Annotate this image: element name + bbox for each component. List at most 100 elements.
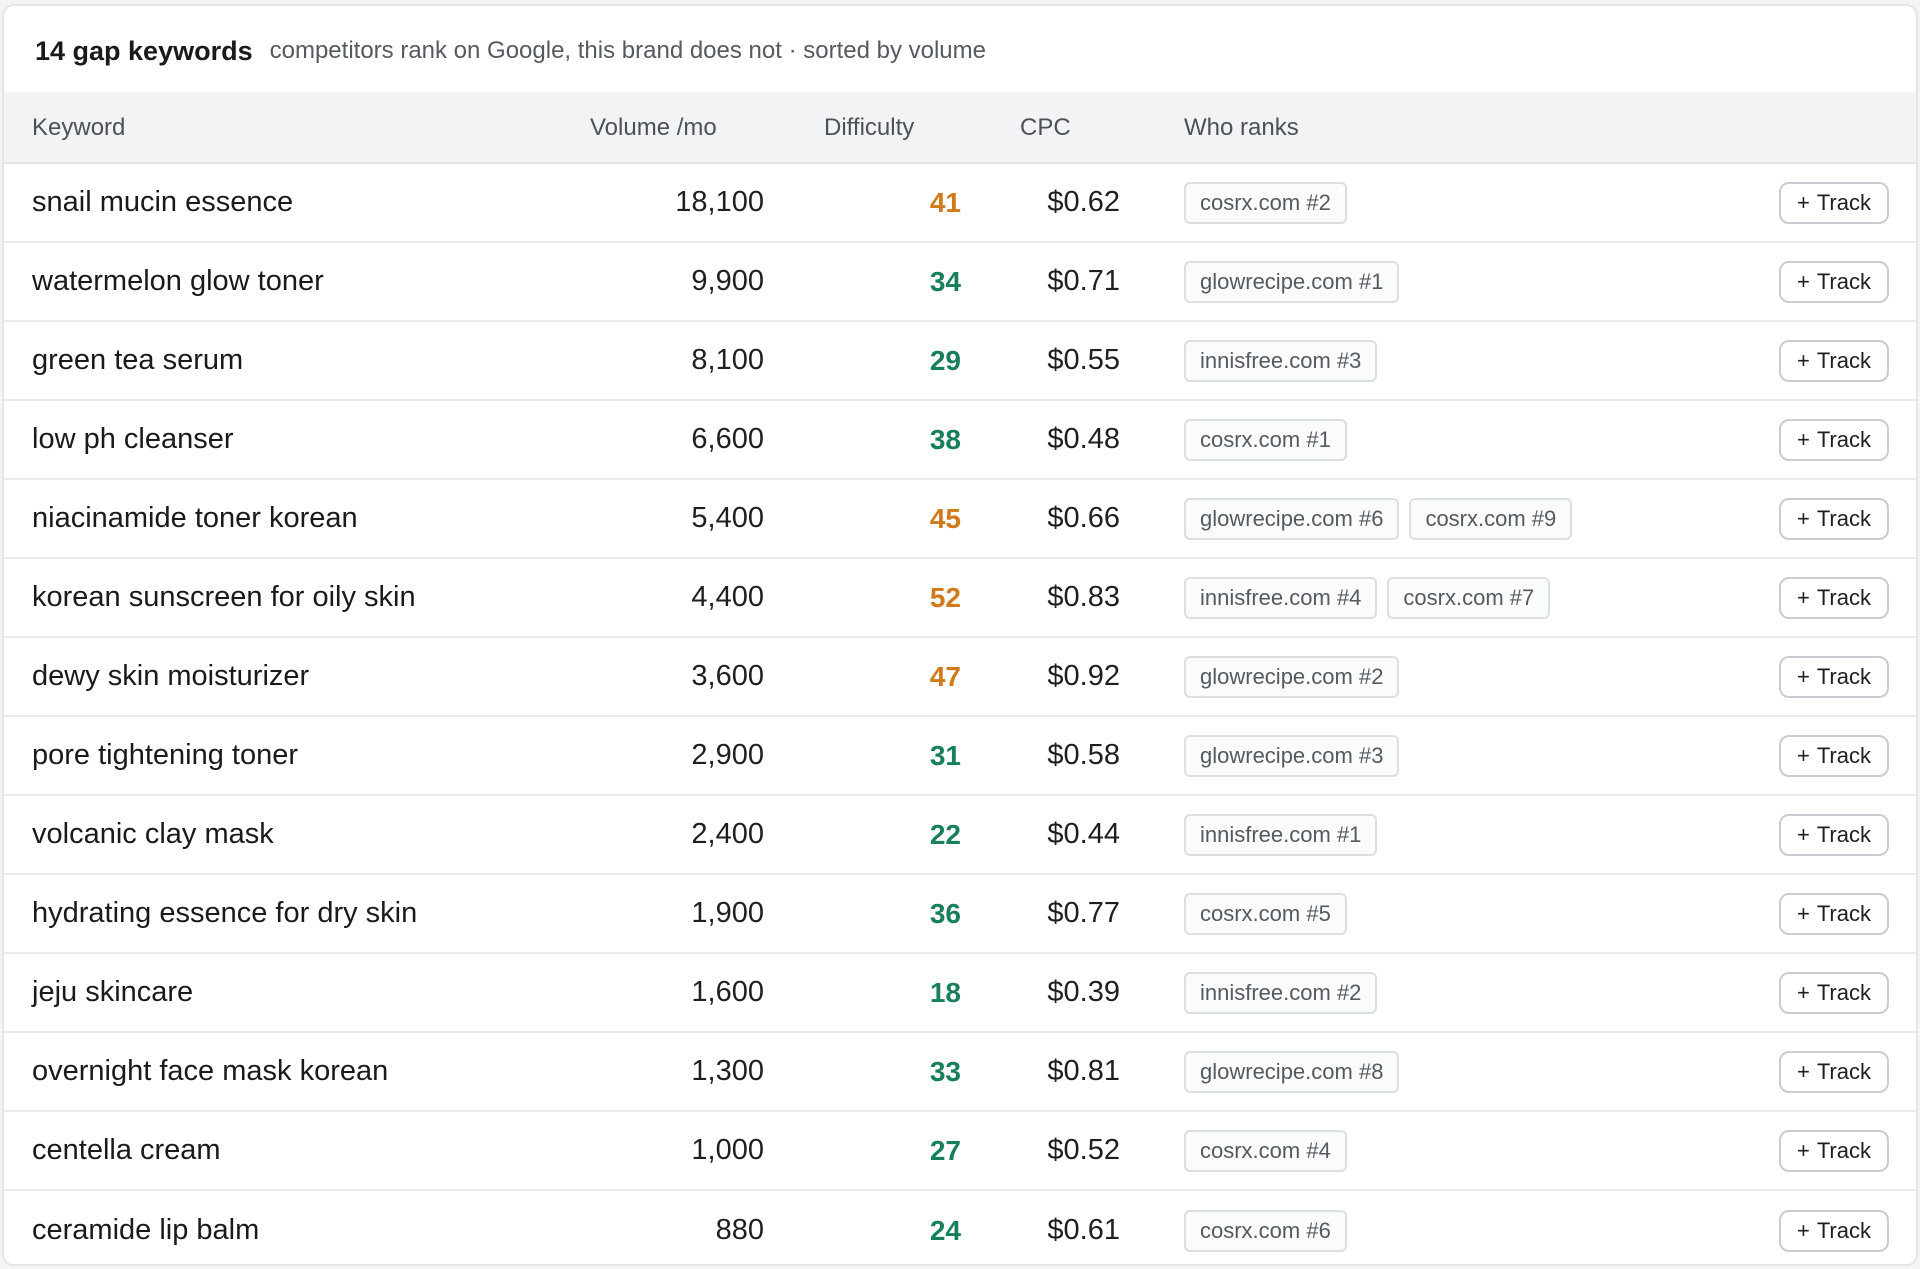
action-cell: + Track: [1778, 1191, 1889, 1264]
competitor-rank-chip: cosrx.com #9: [1409, 497, 1573, 540]
table-row: niacinamide toner korean 5,400 45 $0.66 glow…: [4, 480, 1916, 559]
track-button[interactable]: + Track: [1778, 181, 1889, 224]
difficulty-cell: 31: [929, 739, 961, 771]
plus-icon: +: [1796, 426, 1810, 452]
plus-icon: +: [1796, 1137, 1810, 1163]
difficulty-cell: 38: [929, 423, 961, 455]
plus-icon: +: [1796, 584, 1810, 610]
track-button-label: Track: [1816, 1217, 1871, 1243]
keyword-cell: volcanic clay mask: [32, 818, 274, 850]
cpc-cell: $0.71: [1047, 265, 1120, 297]
track-button[interactable]: + Track: [1778, 813, 1889, 856]
track-button[interactable]: + Track: [1778, 1050, 1889, 1093]
track-button-label: Track: [1816, 584, 1871, 610]
plus-icon: +: [1796, 505, 1810, 531]
who-ranks-cell: cosrx.com #2: [1184, 164, 1347, 241]
track-button-label: Track: [1816, 426, 1871, 452]
track-button[interactable]: + Track: [1778, 1129, 1889, 1172]
cpc-cell: $0.52: [1047, 1134, 1120, 1166]
cpc-cell: $0.83: [1047, 581, 1120, 613]
track-button[interactable]: + Track: [1778, 971, 1889, 1014]
competitor-rank-chip: cosrx.com #1: [1184, 418, 1347, 461]
who-ranks-cell: innisfree.com #1: [1184, 796, 1378, 873]
keyword-cell: korean sunscreen for oily skin: [32, 581, 416, 613]
difficulty-cell: 41: [929, 186, 961, 218]
volume-cell: 3,600: [691, 660, 764, 692]
action-cell: + Track: [1778, 1112, 1889, 1189]
competitor-rank-chip: cosrx.com #2: [1184, 181, 1347, 224]
competitor-rank-chip: cosrx.com #4: [1184, 1129, 1347, 1172]
track-button[interactable]: + Track: [1778, 892, 1889, 935]
cpc-cell: $0.62: [1047, 186, 1120, 218]
column-header-volume[interactable]: Volume /mo: [590, 114, 717, 141]
table-row: hydrating essence for dry skin 1,900 36 $0.…: [4, 875, 1916, 954]
who-ranks-cell: innisfree.com #2: [1184, 954, 1378, 1031]
column-header-difficulty[interactable]: Difficulty: [824, 114, 915, 141]
track-button-label: Track: [1816, 189, 1871, 215]
action-cell: + Track: [1778, 717, 1889, 794]
gap-keywords-card: 14 gap keywords competitors rank on Goog…: [2, 4, 1918, 1266]
keyword-cell: niacinamide toner korean: [32, 502, 358, 534]
cpc-cell: $0.77: [1047, 897, 1120, 929]
table-row: dewy skin moisturizer 3,600 47 $0.92 glowrec…: [4, 638, 1916, 717]
difficulty-cell: 18: [929, 976, 961, 1008]
keyword-cell: jeju skincare: [32, 976, 194, 1008]
track-button[interactable]: + Track: [1778, 655, 1889, 698]
card-header: 14 gap keywords competitors rank on Goog…: [4, 6, 1916, 92]
competitor-rank-chip: innisfree.com #2: [1184, 971, 1378, 1014]
who-ranks-cell: cosrx.com #6: [1184, 1191, 1347, 1264]
difficulty-cell: 36: [929, 897, 961, 929]
action-cell: + Track: [1778, 322, 1889, 399]
plus-icon: +: [1796, 663, 1810, 689]
column-header-keyword[interactable]: Keyword: [32, 114, 126, 141]
track-button[interactable]: + Track: [1778, 734, 1889, 777]
track-button-label: Track: [1816, 979, 1871, 1005]
who-ranks-cell: glowrecipe.com #1: [1184, 243, 1400, 320]
cpc-cell: $0.39: [1047, 976, 1120, 1008]
who-ranks-cell: cosrx.com #5: [1184, 875, 1347, 952]
cpc-cell: $0.44: [1047, 818, 1120, 850]
competitor-rank-chip: cosrx.com #5: [1184, 892, 1347, 935]
table-row: green tea serum 8,100 29 $0.55 innisfree.com…: [4, 322, 1916, 401]
volume-cell: 2,900: [691, 739, 764, 771]
competitor-rank-chip: innisfree.com #1: [1184, 813, 1378, 856]
competitor-rank-chip: innisfree.com #4: [1184, 576, 1378, 619]
track-button-label: Track: [1816, 268, 1871, 294]
action-cell: + Track: [1778, 638, 1889, 715]
table-header: Keyword Volume /mo Difficulty CPC Who ra…: [4, 92, 1916, 164]
who-ranks-cell: glowrecipe.com #6 cosrx.com #9: [1184, 480, 1573, 557]
track-button[interactable]: + Track: [1778, 260, 1889, 303]
track-button-label: Track: [1816, 821, 1871, 847]
volume-cell: 8,100: [691, 344, 764, 376]
action-cell: + Track: [1778, 875, 1889, 952]
volume-cell: 1,300: [691, 1055, 764, 1087]
track-button[interactable]: + Track: [1778, 576, 1889, 619]
action-cell: + Track: [1778, 1033, 1889, 1110]
who-ranks-cell: glowrecipe.com #8: [1184, 1033, 1400, 1110]
plus-icon: +: [1796, 900, 1810, 926]
plus-icon: +: [1796, 1217, 1810, 1243]
keyword-cell: snail mucin essence: [32, 186, 294, 218]
action-cell: + Track: [1778, 243, 1889, 320]
keyword-cell: dewy skin moisturizer: [32, 660, 310, 692]
cpc-cell: $0.55: [1047, 344, 1120, 376]
who-ranks-cell: innisfree.com #3: [1184, 322, 1378, 399]
action-cell: + Track: [1778, 796, 1889, 873]
table-row: korean sunscreen for oily skin 4,400 52 $0.…: [4, 559, 1916, 638]
track-button[interactable]: + Track: [1778, 1209, 1889, 1252]
track-button-label: Track: [1816, 900, 1871, 926]
table-row: snail mucin essence 18,100 41 $0.62 cosrx.co…: [4, 164, 1916, 243]
who-ranks-cell: innisfree.com #4 cosrx.com #7: [1184, 559, 1551, 636]
track-button[interactable]: + Track: [1778, 418, 1889, 461]
track-button[interactable]: + Track: [1778, 339, 1889, 382]
keyword-cell: watermelon glow toner: [32, 265, 324, 297]
track-button-label: Track: [1816, 1058, 1871, 1084]
card-title: 14 gap keywords: [35, 35, 253, 66]
track-button[interactable]: + Track: [1778, 497, 1889, 540]
table-row: watermelon glow toner 9,900 34 $0.71 glowrec…: [4, 243, 1916, 322]
column-header-who-ranks: Who ranks: [1184, 114, 1299, 141]
action-cell: + Track: [1778, 559, 1889, 636]
column-header-cpc[interactable]: CPC: [1020, 114, 1071, 141]
volume-cell: 1,600: [691, 976, 764, 1008]
action-cell: + Track: [1778, 164, 1889, 241]
